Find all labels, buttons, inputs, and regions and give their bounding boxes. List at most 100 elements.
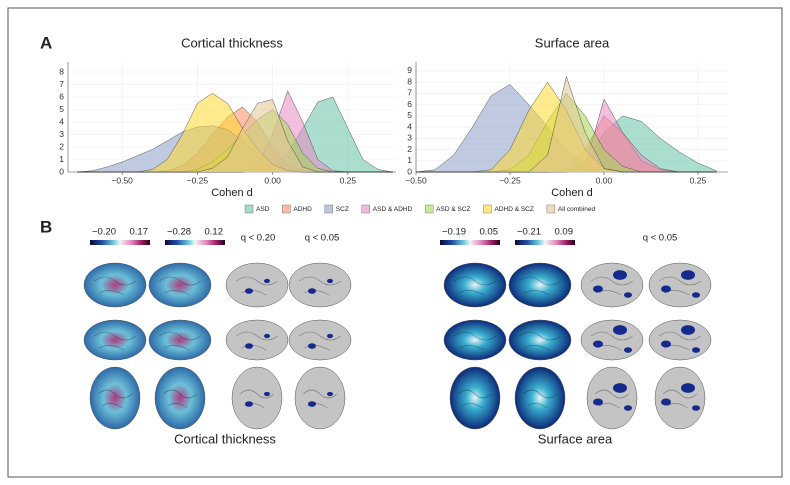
x-tick-label: 0.25: [340, 175, 357, 185]
cluster: [264, 333, 270, 339]
panel-title: Cortical thickness: [174, 431, 276, 446]
x-tick-label: 0.00: [596, 175, 613, 185]
legend-label: ASD: [256, 206, 270, 213]
brain: [148, 262, 212, 308]
colorbar: [165, 240, 225, 245]
brain: [514, 366, 566, 430]
panel-title: Surface area: [538, 431, 613, 446]
frame: [7, 7, 783, 478]
colorbar-min: −0.20: [92, 227, 116, 238]
cluster: [264, 391, 270, 397]
brain: [586, 366, 638, 430]
cluster: [613, 383, 627, 393]
brain: [443, 319, 507, 361]
sulcus: [523, 389, 557, 409]
brain: [443, 262, 507, 308]
cluster: [624, 292, 632, 298]
cluster: [308, 401, 316, 407]
sulcus: [159, 276, 201, 296]
y-tick-label: 6: [59, 91, 64, 101]
sulcus: [663, 389, 697, 409]
brain: [225, 262, 289, 308]
colorbar-min: −0.21: [517, 227, 541, 238]
cluster: [593, 340, 603, 348]
y-tick-label: 2: [59, 141, 64, 151]
y-tick-label: 2: [407, 144, 412, 154]
cluster: [681, 325, 695, 335]
brain: [508, 262, 572, 308]
legend-swatch: [361, 204, 370, 214]
cluster: [264, 278, 270, 284]
chart-title: Cortical thickness: [181, 35, 283, 50]
colorbar-min: −0.19: [442, 227, 466, 238]
q-label: q < 0.20: [241, 233, 276, 244]
sulcus: [94, 331, 136, 351]
cluster: [624, 405, 632, 411]
y-tick-label: 0: [59, 166, 64, 176]
y-tick-label: 6: [407, 99, 412, 109]
sulcus: [519, 276, 561, 296]
cluster: [681, 270, 695, 280]
colorbar: [515, 240, 575, 245]
colorbar-max: 0.05: [480, 227, 499, 238]
legend-label: ADHD & SCZ: [494, 206, 533, 213]
legend-swatch: [483, 204, 492, 214]
sulcus: [163, 389, 197, 409]
y-tick-label: 1: [59, 154, 64, 164]
x-axis-label: Cohen d: [551, 187, 593, 199]
brain: [83, 262, 147, 308]
colorbar-max: 0.17: [130, 227, 149, 238]
brain: [449, 366, 501, 430]
y-tick-label: 4: [407, 121, 412, 131]
panel-label: B: [40, 217, 52, 236]
y-tick-label: 7: [407, 88, 412, 98]
brain: [288, 319, 352, 361]
density-fill: [416, 76, 717, 172]
y-tick-label: 5: [59, 104, 64, 114]
y-tick-label: 1: [407, 155, 412, 165]
legend-label: All combined: [558, 206, 596, 213]
y-tick-label: 8: [59, 66, 64, 76]
density-fill: [77, 90, 393, 172]
cluster: [681, 383, 695, 393]
legend-label: ADHD: [293, 206, 312, 213]
legend-label: ASD & SCZ: [436, 206, 470, 213]
panel-label: A: [40, 33, 52, 52]
sulcus: [458, 389, 492, 409]
y-tick-label: 3: [59, 129, 64, 139]
sulcus: [595, 389, 629, 409]
y-tick-label: 5: [407, 110, 412, 120]
cluster: [661, 398, 671, 406]
y-tick-label: 3: [407, 133, 412, 143]
q-label: q < 0.05: [643, 233, 678, 244]
brain: [580, 262, 644, 308]
brain: [83, 319, 147, 361]
sulcus: [519, 331, 561, 351]
cluster: [308, 288, 316, 294]
sulcus: [98, 389, 132, 409]
x-axis-label: Cohen d: [211, 187, 253, 199]
brain: [508, 319, 572, 361]
legend-swatch: [324, 204, 333, 214]
colorbar-max: 0.12: [205, 227, 224, 238]
x-tick-label: −0.50: [405, 175, 427, 185]
legend-swatch: [546, 204, 556, 214]
brain: [231, 366, 283, 430]
colorbar-max: 0.09: [555, 227, 574, 238]
cluster: [245, 288, 253, 294]
cluster: [692, 292, 700, 298]
legend-swatch: [282, 204, 291, 214]
y-tick-label: 9: [407, 65, 412, 75]
density-line: [77, 99, 393, 173]
y-tick-label: 0: [407, 166, 412, 176]
brain-maps: −0.20 0.17 −0.28 0.12 q < 0.20 q < 0.05 Cortic…: [83, 227, 712, 446]
sulcus: [159, 331, 201, 351]
cluster: [245, 343, 253, 349]
cluster: [327, 333, 333, 339]
brain: [654, 366, 706, 430]
cluster: [624, 347, 632, 353]
cluster: [327, 278, 333, 284]
cluster: [613, 270, 627, 280]
q-label: q < 0.05: [305, 233, 340, 244]
